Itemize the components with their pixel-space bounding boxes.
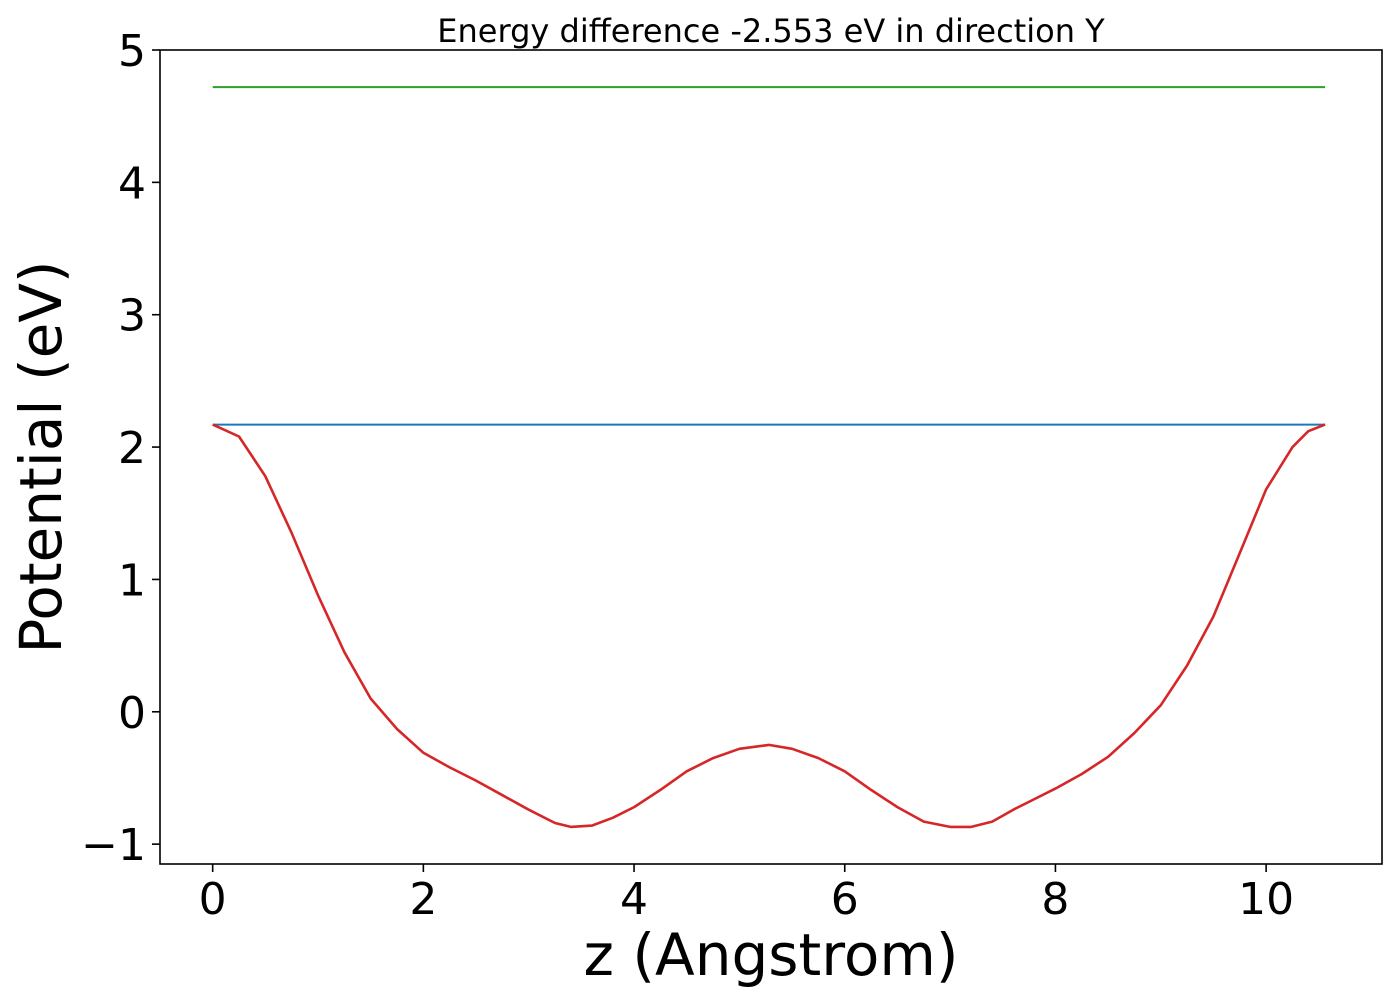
y-tick-label: 5 [118, 26, 146, 77]
y-tick-label: 4 [118, 158, 146, 209]
y-tick-label: 2 [118, 423, 146, 474]
plot-area-frame [159, 49, 1383, 865]
x-tick-label: 8 [1041, 874, 1069, 925]
tick-layer: 0 2 4 6 8 10 −1 0 1 2 3 4 5 [81, 26, 1294, 925]
series-line-3 [212, 423, 1326, 829]
chart-title: Energy difference -2.553 eV in direction… [437, 12, 1105, 50]
x-tick-label: 2 [409, 874, 437, 925]
x-tick-label: 6 [831, 874, 859, 925]
y-tick-label: 3 [118, 291, 146, 342]
y-tick-label: 1 [118, 555, 146, 606]
x-axis-label: z (Angstrom) [584, 921, 959, 989]
x-tick-label: 0 [199, 874, 227, 925]
series-layer [212, 86, 1326, 829]
y-tick-label: −1 [81, 820, 146, 871]
x-tick-label: 10 [1238, 874, 1294, 925]
x-tick-label: 4 [620, 874, 648, 925]
y-axis-label: Potential (eV) [7, 260, 75, 653]
y-tick-label: 0 [118, 688, 146, 739]
